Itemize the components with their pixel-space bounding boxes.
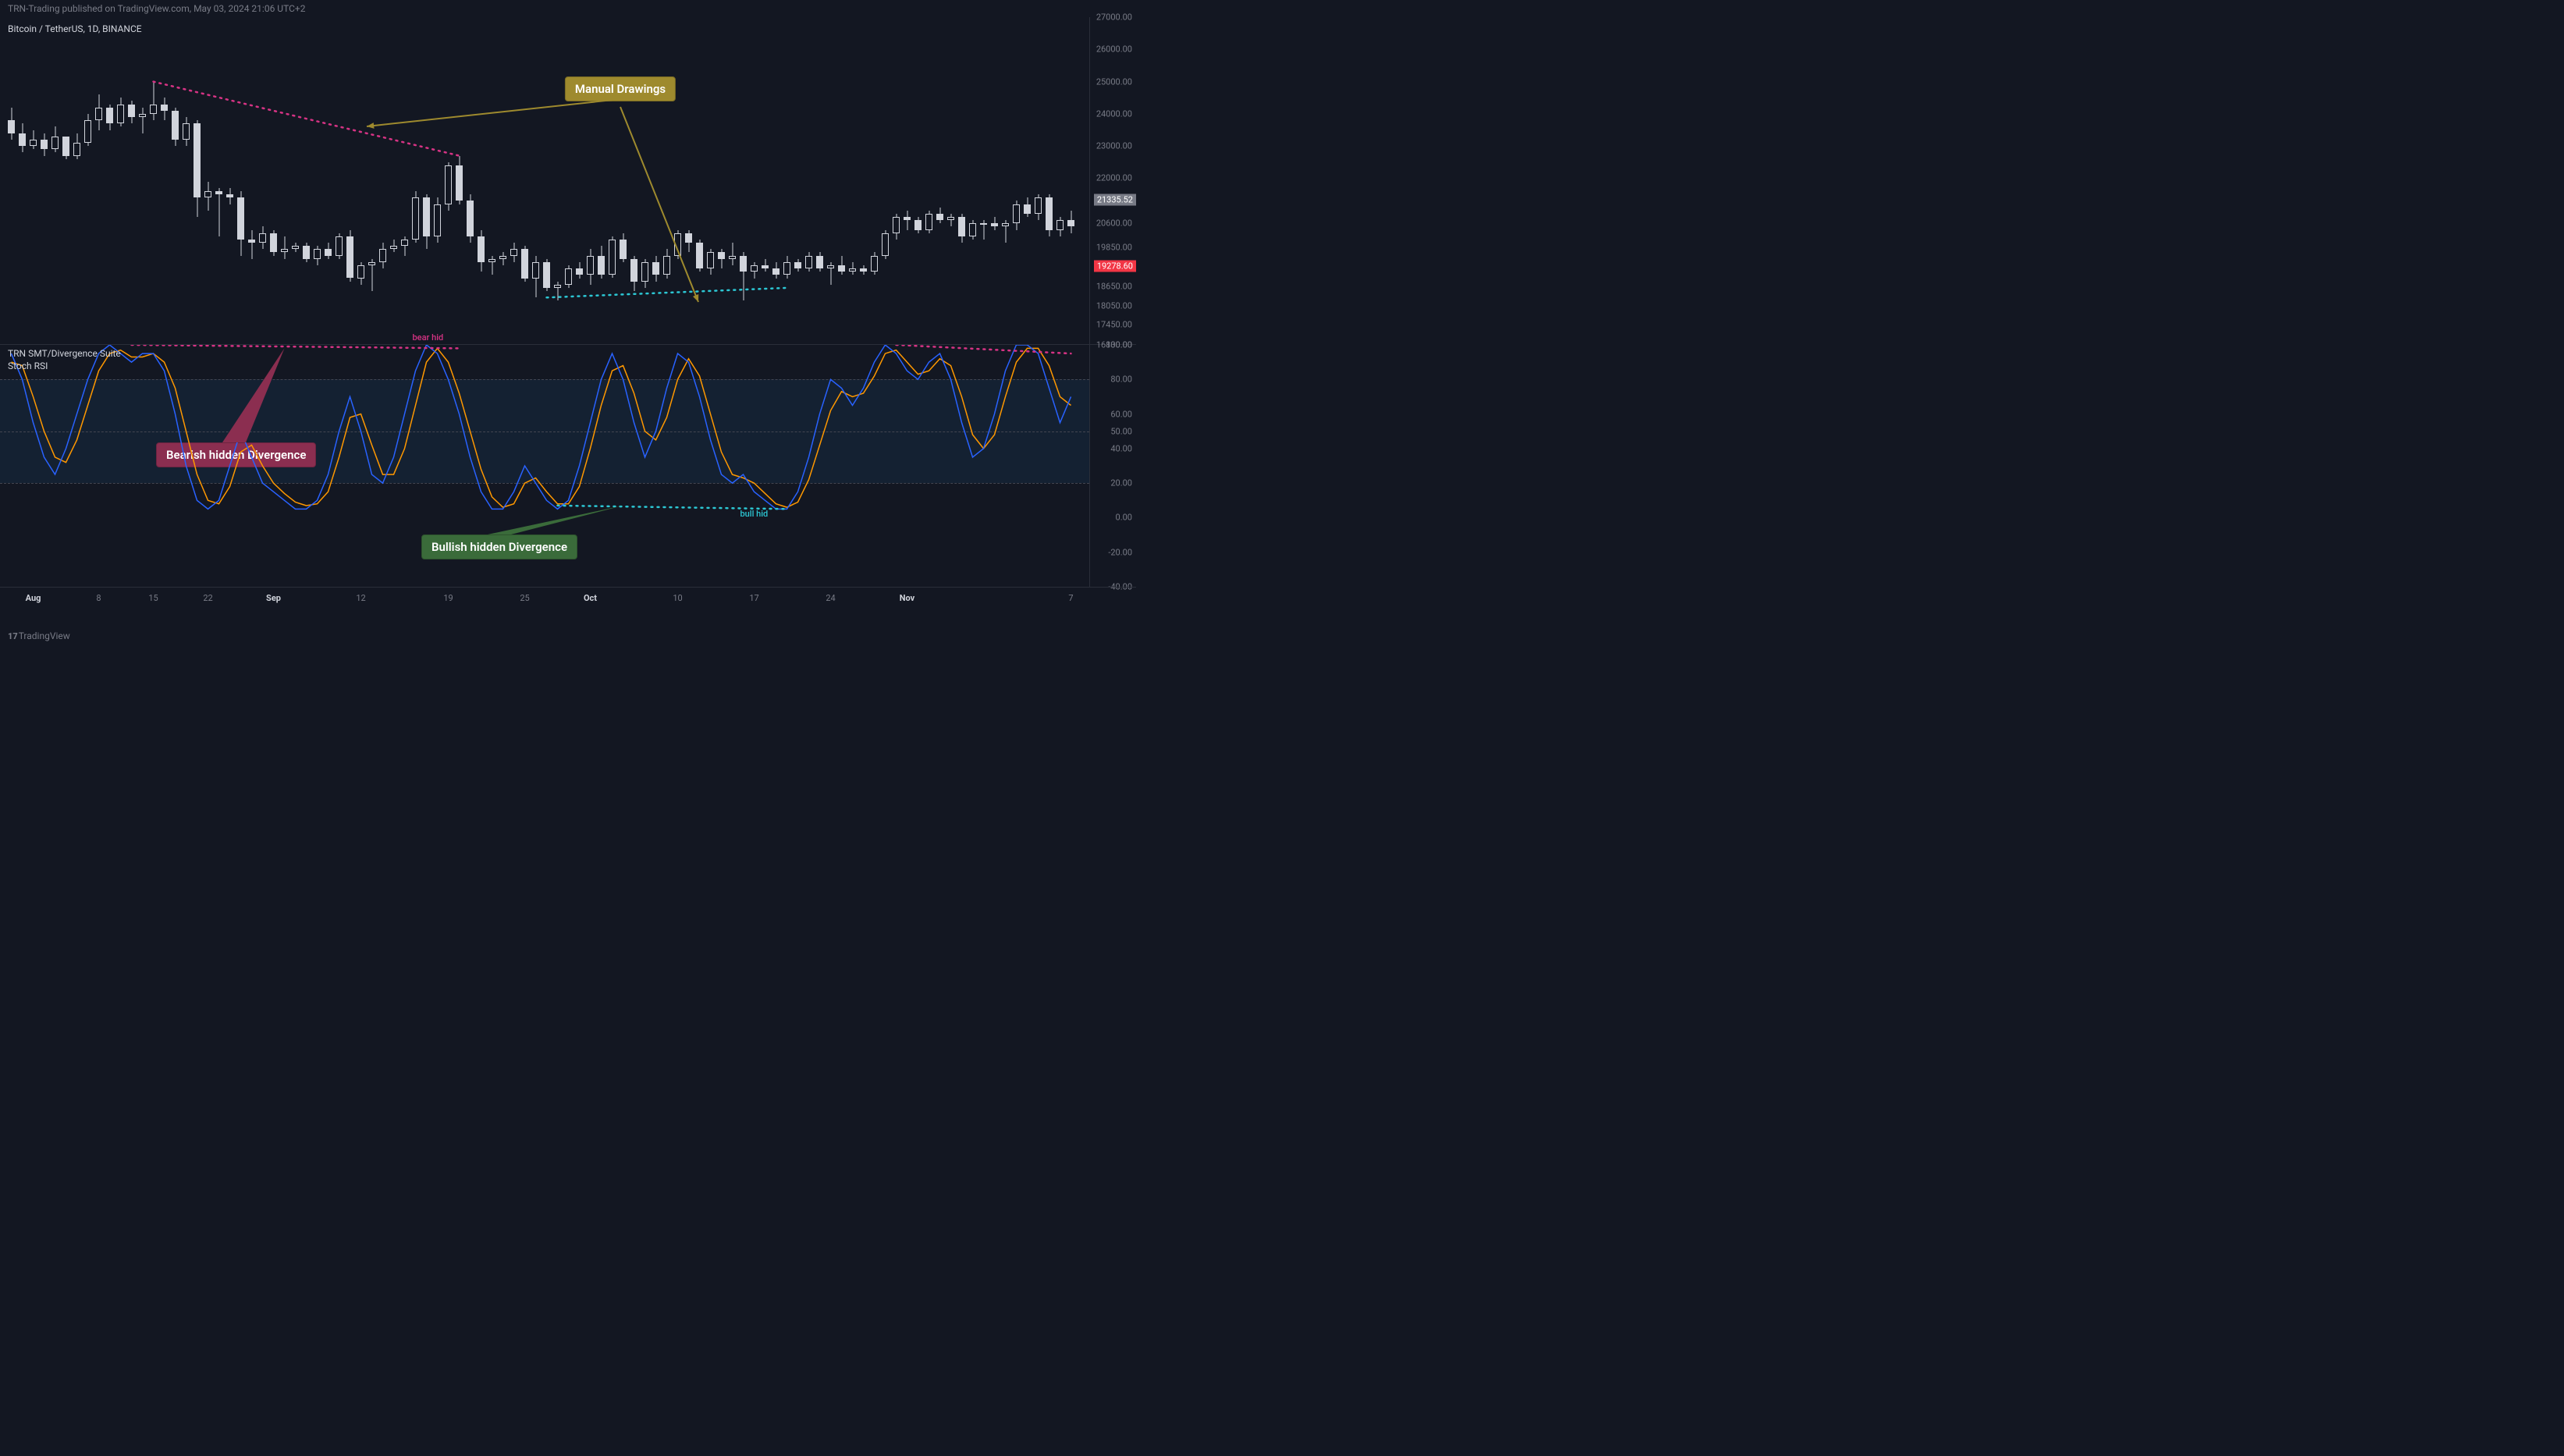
price-tick: 17450.00 xyxy=(1096,320,1132,330)
time-label: 10 xyxy=(673,593,682,603)
price-tick: 26000.00 xyxy=(1096,44,1132,55)
indicator-label-1: TRN SMT/Divergence Suite xyxy=(8,348,121,359)
price-axis[interactable]: 27000.0026000.0025000.0024000.0023000.00… xyxy=(1089,17,1136,344)
price-tick: 18050.00 xyxy=(1096,300,1132,311)
time-label: 24 xyxy=(826,593,835,603)
footer: 17 TradingView xyxy=(8,630,70,641)
footer-text: TradingView xyxy=(19,630,70,641)
indicator-chart[interactable]: bear hidbull hidBearish hidden Divergenc… xyxy=(0,345,1136,587)
main-chart[interactable]: Manual Drawings Bitcoin / TetherUS, 1D, … xyxy=(0,17,1136,345)
price-tick: 19850.00 xyxy=(1096,243,1132,253)
indicator-tick: 20.00 xyxy=(1110,478,1132,488)
price-tick: 27000.00 xyxy=(1096,12,1132,23)
time-label: 25 xyxy=(520,593,529,603)
chart-container: Manual Drawings Bitcoin / TetherUS, 1D, … xyxy=(0,17,1136,606)
time-label: Nov xyxy=(900,593,914,603)
price-tick: 22000.00 xyxy=(1096,173,1132,183)
divergence-callout: Bearish hidden Divergence xyxy=(156,442,316,467)
time-label: 8 xyxy=(96,593,101,603)
divergence-label: bear hid xyxy=(413,332,444,343)
main-plot-area[interactable]: Manual Drawings xyxy=(0,17,1089,344)
indicator-tick: 0.00 xyxy=(1116,513,1132,523)
divergence-callout: Bullish hidden Divergence xyxy=(421,534,577,559)
indicator-tick: 60.00 xyxy=(1110,409,1132,419)
indicator-tick: 100.00 xyxy=(1106,340,1132,350)
manual-drawings-label: Manual Drawings xyxy=(565,76,676,101)
time-label: 17 xyxy=(749,593,758,603)
time-label: 7 xyxy=(1068,593,1073,603)
symbol-label: Bitcoin / TetherUS, 1D, BINANCE xyxy=(8,23,142,34)
time-label: 12 xyxy=(356,593,365,603)
price-tick: 23000.00 xyxy=(1096,141,1132,151)
time-label: 19 xyxy=(443,593,453,603)
current-price-tag: 21335.52 xyxy=(1094,194,1136,205)
time-axis[interactable]: Aug 8 15 22 Sep 12 19 25 Oct 10 17 24 Nov 7 xyxy=(0,587,1136,606)
indicator-axis[interactable]: 100.0080.0060.0050.0040.0020.000.00-20.0… xyxy=(1089,345,1136,587)
time-label: 22 xyxy=(203,593,212,603)
publish-header: TRN-Trading published on TradingView.com… xyxy=(0,0,1136,17)
price-tick: 24000.00 xyxy=(1096,108,1132,119)
tradingview-logo-icon: 17 xyxy=(8,631,16,641)
time-label: Aug xyxy=(26,593,41,603)
price-tick: 20600.00 xyxy=(1096,218,1132,229)
indicator-label-2: Stoch RSI xyxy=(8,360,48,371)
time-label: Sep xyxy=(266,593,281,603)
marker-price-tag: 19278.60 xyxy=(1094,260,1136,272)
price-tick: 18650.00 xyxy=(1096,281,1132,291)
time-label: 15 xyxy=(148,593,158,603)
indicator-tick: 50.00 xyxy=(1110,426,1132,436)
indicator-tick: 40.00 xyxy=(1110,443,1132,453)
indicator-tick: 80.00 xyxy=(1110,375,1132,385)
indicator-tick: -20.00 xyxy=(1108,547,1132,557)
sub-plot-area[interactable]: bear hidbull hidBearish hidden Divergenc… xyxy=(0,345,1089,587)
price-tick: 25000.00 xyxy=(1096,76,1132,87)
time-label: Oct xyxy=(584,593,597,603)
divergence-label: bull hid xyxy=(740,509,769,519)
